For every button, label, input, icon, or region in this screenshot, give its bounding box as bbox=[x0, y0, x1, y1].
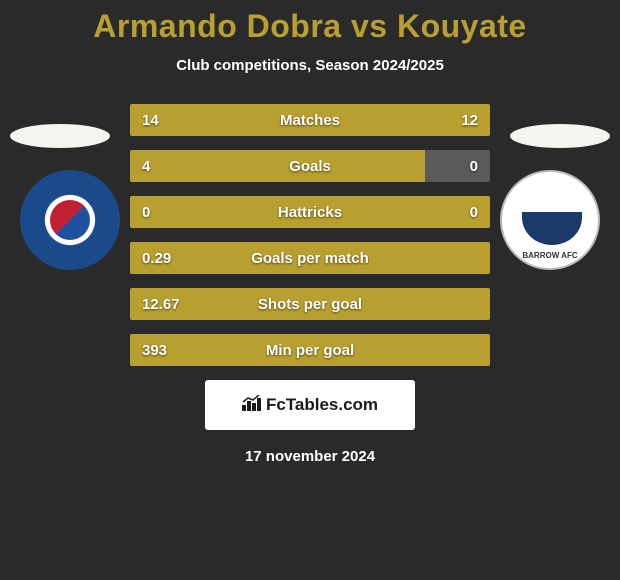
stat-bar bbox=[130, 334, 490, 366]
flag-right bbox=[510, 124, 610, 148]
page-title: Armando Dobra vs Kouyate bbox=[0, 8, 620, 45]
stat-row: 0Hattricks0 bbox=[130, 196, 490, 228]
team-badge-left bbox=[20, 170, 120, 270]
chart-icon bbox=[242, 395, 262, 416]
stat-bar bbox=[130, 242, 490, 274]
stat-fill-right bbox=[324, 104, 490, 136]
date-text: 17 november 2024 bbox=[0, 448, 620, 465]
subtitle: Club competitions, Season 2024/2025 bbox=[0, 57, 620, 74]
stat-fill-right bbox=[425, 150, 490, 182]
stat-fill-left bbox=[130, 334, 490, 366]
stat-fill-left bbox=[130, 196, 490, 228]
source-text: FcTables.com bbox=[266, 395, 378, 415]
stat-bar bbox=[130, 150, 490, 182]
flag-left bbox=[10, 124, 110, 148]
stat-row: 14Matches12 bbox=[130, 104, 490, 136]
stat-fill-left bbox=[130, 288, 490, 320]
source-badge: FcTables.com bbox=[205, 380, 415, 430]
stat-fill-left bbox=[130, 104, 324, 136]
stats-container: 14Matches12 4Goals0 0Hattricks0 0.29Goals p… bbox=[130, 104, 490, 366]
stat-fill-left bbox=[130, 150, 425, 182]
team-badge-right bbox=[500, 170, 600, 270]
comparison-card: Armando Dobra vs Kouyate Club competitio… bbox=[0, 0, 620, 580]
stat-row: 12.67Shots per goal bbox=[130, 288, 490, 320]
stat-row: 393Min per goal bbox=[130, 334, 490, 366]
stat-bar bbox=[130, 196, 490, 228]
stat-row: 4Goals0 bbox=[130, 150, 490, 182]
stat-bar bbox=[130, 288, 490, 320]
stat-row: 0.29Goals per match bbox=[130, 242, 490, 274]
stat-bar bbox=[130, 104, 490, 136]
stat-fill-left bbox=[130, 242, 490, 274]
